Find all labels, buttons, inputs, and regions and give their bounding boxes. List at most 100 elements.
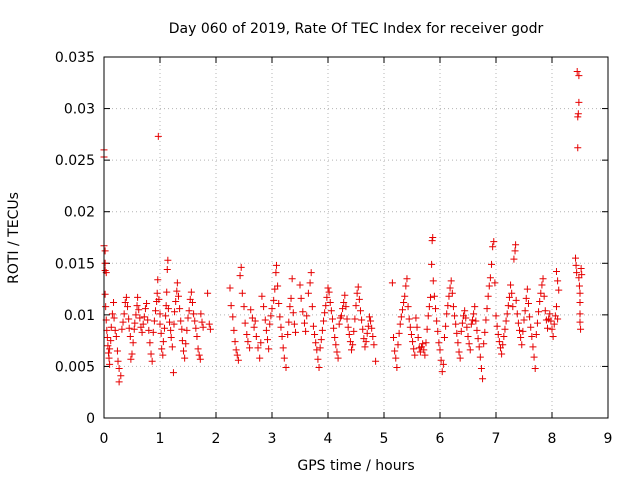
data-point	[436, 346, 444, 354]
data-point	[355, 295, 363, 303]
data-point	[423, 325, 431, 333]
data-point	[233, 351, 241, 359]
data-point	[119, 318, 127, 326]
data-point	[471, 303, 479, 311]
data-point	[574, 110, 582, 118]
data-point	[157, 329, 165, 337]
data-point	[252, 333, 260, 341]
data-point	[177, 317, 185, 325]
data-point	[164, 256, 172, 264]
data-point	[115, 378, 123, 386]
data-point	[574, 113, 582, 121]
data-point	[144, 316, 152, 324]
data-point	[519, 327, 527, 335]
data-point	[343, 315, 351, 323]
data-point	[452, 320, 460, 328]
data-point	[282, 363, 290, 371]
data-point	[106, 345, 114, 353]
data-point	[322, 302, 330, 310]
data-point	[536, 297, 544, 305]
data-point	[448, 289, 456, 297]
data-point	[372, 357, 380, 365]
data-point	[547, 317, 555, 325]
data-point	[489, 243, 497, 251]
data-point	[467, 320, 475, 328]
data-point	[131, 319, 139, 327]
data-point	[490, 238, 498, 246]
data-point	[241, 319, 249, 327]
data-point	[488, 260, 496, 268]
data-point	[107, 337, 115, 345]
y-tick-label: 0.035	[55, 50, 95, 66]
data-point	[312, 339, 320, 347]
data-point	[485, 282, 493, 290]
data-point	[316, 344, 324, 352]
data-point	[337, 312, 345, 320]
data-point	[522, 294, 530, 302]
data-point	[367, 317, 375, 325]
data-point	[163, 265, 171, 273]
data-point	[352, 302, 360, 310]
data-point	[277, 323, 285, 331]
data-point	[332, 341, 340, 349]
data-point	[368, 324, 376, 332]
x-tick-label: 7	[492, 431, 501, 447]
data-point	[494, 330, 502, 338]
data-point	[191, 317, 199, 325]
data-point	[358, 316, 366, 324]
grid	[104, 57, 608, 418]
data-point	[192, 324, 200, 332]
data-point	[156, 320, 164, 328]
data-point	[575, 72, 583, 80]
data-point	[178, 325, 186, 333]
data-point	[577, 325, 585, 333]
data-point	[148, 357, 156, 365]
data-point	[112, 333, 120, 341]
data-point	[524, 300, 532, 308]
data-point	[447, 277, 455, 285]
data-point	[102, 303, 110, 311]
data-point	[528, 333, 536, 341]
data-point	[230, 326, 238, 334]
data-point	[226, 284, 234, 292]
data-point	[509, 303, 517, 311]
data-point	[402, 282, 410, 290]
data-point	[159, 351, 167, 359]
data-point	[503, 310, 511, 318]
data-point	[421, 351, 429, 359]
data-point	[464, 333, 472, 341]
data-point	[154, 132, 162, 140]
data-point	[108, 310, 116, 318]
data-point	[152, 307, 160, 315]
data-point	[521, 307, 529, 315]
data-point	[400, 298, 408, 306]
data-point	[153, 289, 161, 297]
data-point	[498, 350, 506, 358]
data-point	[318, 326, 326, 334]
x-tick-label: 2	[212, 431, 221, 447]
data-point	[333, 348, 341, 356]
data-point	[361, 343, 369, 351]
data-point	[483, 305, 491, 313]
data-point	[308, 303, 316, 311]
data-point	[104, 342, 112, 350]
data-point	[433, 317, 441, 325]
data-point	[276, 313, 284, 321]
data-point	[302, 327, 310, 335]
data-point	[117, 372, 125, 380]
data-point	[254, 344, 262, 352]
data-point	[156, 310, 164, 318]
data-point	[121, 298, 129, 306]
data-point	[101, 290, 109, 298]
data-point	[284, 330, 292, 338]
data-point	[243, 330, 251, 338]
data-point	[101, 247, 109, 255]
x-tick-label: 6	[436, 431, 445, 447]
data-point	[406, 323, 414, 331]
data-point	[115, 364, 123, 372]
data-point	[198, 318, 206, 326]
data-point	[508, 289, 516, 297]
data-point	[520, 316, 528, 324]
data-points	[100, 67, 586, 386]
data-point	[110, 298, 118, 306]
